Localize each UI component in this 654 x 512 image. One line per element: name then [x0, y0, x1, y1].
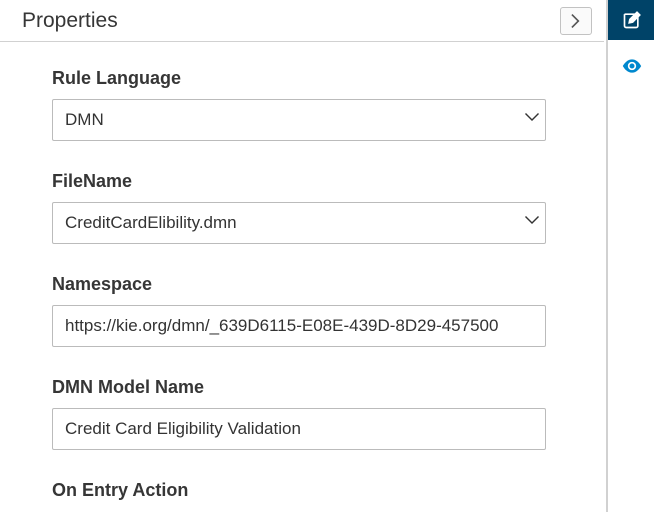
field-filename: FileName — [52, 171, 552, 244]
properties-panel: Properties Rule Language FileName — [0, 0, 604, 512]
field-dmn-model-name: DMN Model Name — [52, 377, 552, 450]
eye-icon — [622, 56, 642, 76]
dmn-model-name-label: DMN Model Name — [52, 377, 552, 398]
right-rail — [606, 0, 654, 512]
panel-title: Properties — [22, 9, 118, 33]
on-entry-action-label: On Entry Action — [52, 480, 552, 501]
field-on-entry-action: On Entry Action — [52, 480, 552, 501]
field-rule-language: Rule Language — [52, 68, 552, 141]
form-body: Rule Language FileName Namespace DMN M — [0, 42, 604, 501]
filename-label: FileName — [52, 171, 552, 192]
chevron-right-icon — [571, 14, 581, 28]
edit-icon — [622, 10, 642, 30]
field-namespace: Namespace — [52, 274, 552, 347]
rule-language-select[interactable] — [52, 99, 546, 141]
rule-language-label: Rule Language — [52, 68, 552, 89]
filename-select[interactable] — [52, 202, 546, 244]
panel-header: Properties — [0, 0, 604, 42]
edit-tab-button[interactable] — [608, 0, 654, 40]
dmn-model-name-input[interactable] — [52, 408, 546, 450]
rule-language-select-wrap — [52, 99, 552, 141]
namespace-label: Namespace — [52, 274, 552, 295]
filename-select-wrap — [52, 202, 552, 244]
namespace-input[interactable] — [52, 305, 546, 347]
collapse-button[interactable] — [560, 7, 592, 35]
view-tab-button[interactable] — [608, 46, 654, 86]
